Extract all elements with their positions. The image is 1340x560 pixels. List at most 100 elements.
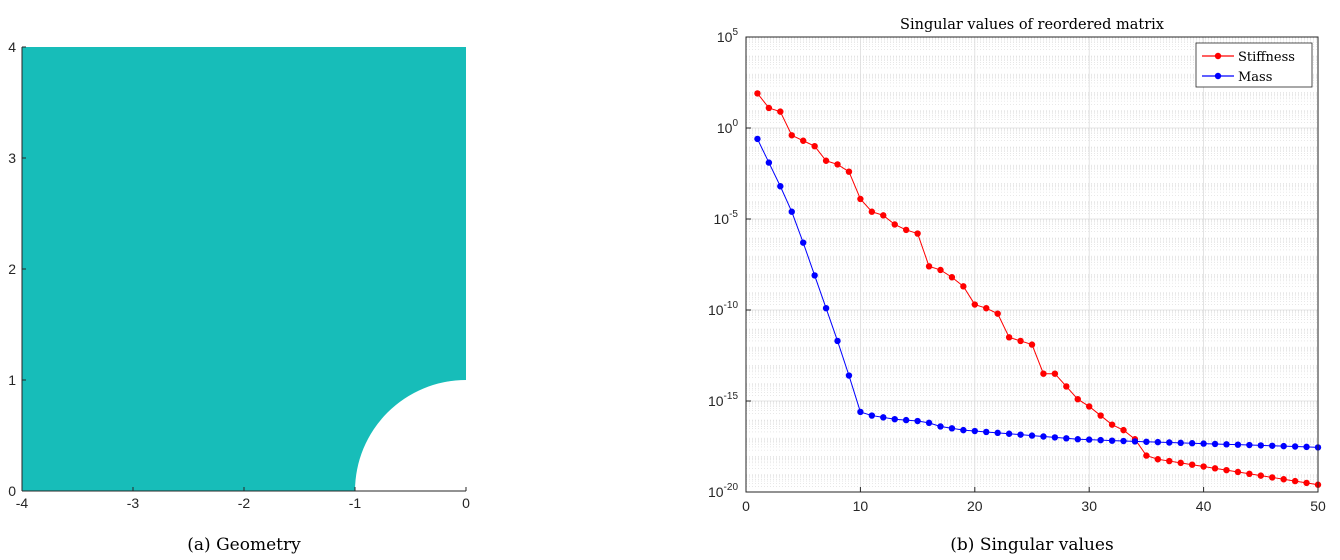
data-point-stiffness bbox=[1097, 412, 1104, 419]
data-point-stiffness bbox=[1040, 370, 1047, 377]
data-point-stiffness bbox=[891, 221, 898, 228]
data-point-mass bbox=[1200, 440, 1207, 447]
data-point-stiffness bbox=[1120, 426, 1127, 434]
data-point-mass bbox=[914, 417, 921, 425]
data-point-mass bbox=[1131, 438, 1139, 445]
data-point-mass bbox=[834, 337, 841, 345]
data-point-stiffness bbox=[1051, 370, 1059, 377]
x-tick-label: -2 bbox=[238, 495, 251, 511]
data-point-mass bbox=[1005, 430, 1013, 437]
data-point-mass bbox=[891, 416, 898, 423]
data-point-mass bbox=[902, 416, 910, 424]
data-point-stiffness bbox=[822, 157, 830, 164]
data-point-stiffness bbox=[1108, 421, 1116, 428]
data-point-mass bbox=[1234, 441, 1242, 448]
x-tick-label: -3 bbox=[127, 495, 140, 511]
data-point-mass bbox=[765, 159, 773, 166]
x-tick-label: 0 bbox=[742, 498, 750, 514]
data-point-mass bbox=[754, 135, 761, 143]
data-point-stiffness bbox=[834, 161, 841, 168]
x-tick-label: 30 bbox=[1081, 498, 1097, 514]
x-tick-label: 0 bbox=[462, 495, 470, 511]
data-point-mass bbox=[1154, 438, 1162, 446]
legend-mass-marker bbox=[1214, 72, 1222, 80]
data-point-stiffness bbox=[971, 301, 978, 308]
data-point-stiffness bbox=[800, 137, 807, 144]
y-tick-label: 10-10 bbox=[708, 300, 738, 318]
data-point-mass bbox=[788, 208, 795, 215]
data-point-stiffness bbox=[948, 274, 956, 281]
data-point-stiffness bbox=[983, 304, 990, 312]
data-point-stiffness bbox=[914, 230, 921, 237]
data-point-mass bbox=[1166, 439, 1173, 446]
data-point-stiffness bbox=[1074, 395, 1081, 403]
data-point-stiffness bbox=[777, 108, 784, 115]
plot-area bbox=[746, 37, 1318, 492]
data-point-stiffness bbox=[857, 195, 864, 203]
data-point-mass bbox=[1063, 435, 1070, 442]
caption-singular-values: (b) Singular values bbox=[950, 535, 1113, 555]
y-tick-label: 2 bbox=[8, 261, 16, 277]
data-point-stiffness bbox=[1028, 341, 1036, 348]
data-point-stiffness bbox=[1257, 472, 1265, 479]
plot-frame bbox=[745, 36, 1319, 493]
data-point-mass bbox=[1108, 437, 1116, 444]
data-point-stiffness bbox=[1177, 459, 1184, 467]
chart-title: Singular values of reordered matrix bbox=[900, 17, 1164, 33]
data-point-mass bbox=[1211, 440, 1219, 448]
x-tick-label: 10 bbox=[853, 498, 869, 514]
data-point-mass bbox=[811, 272, 818, 279]
data-point-stiffness bbox=[1086, 403, 1093, 410]
x-tick-label: 50 bbox=[1310, 498, 1326, 514]
data-point-mass bbox=[1280, 442, 1287, 450]
y-tick-label: 10-20 bbox=[708, 482, 738, 500]
grid bbox=[745, 36, 1319, 493]
data-point-stiffness bbox=[960, 283, 967, 290]
data-point-mass bbox=[1051, 434, 1059, 441]
data-point-stiffness bbox=[1303, 479, 1310, 487]
data-point-stiffness bbox=[1143, 452, 1150, 459]
x-tick-label: -4 bbox=[16, 495, 29, 511]
data-point-stiffness bbox=[811, 143, 818, 150]
data-point-mass bbox=[1120, 437, 1127, 445]
data-point-mass bbox=[822, 304, 830, 312]
data-point-stiffness bbox=[1017, 337, 1024, 345]
data-point-mass bbox=[994, 429, 1001, 437]
data-point-stiffness bbox=[1005, 334, 1013, 341]
legend-mass-label: Mass bbox=[1238, 70, 1272, 85]
data-point-mass bbox=[1028, 432, 1036, 439]
data-point-stiffness bbox=[1166, 457, 1173, 465]
x-tick-label: 40 bbox=[1196, 498, 1212, 514]
data-point-mass bbox=[1223, 441, 1230, 448]
data-point-mass bbox=[1086, 436, 1093, 443]
data-point-stiffness bbox=[845, 168, 853, 175]
x-tick-label: -1 bbox=[349, 495, 362, 511]
data-point-mass bbox=[1246, 441, 1253, 449]
y-tick-label: 3 bbox=[8, 150, 16, 166]
caption-geometry: (a) Geometry bbox=[187, 535, 301, 555]
data-point-stiffness bbox=[902, 226, 910, 234]
data-point-mass bbox=[868, 412, 876, 419]
data-point-mass bbox=[1074, 436, 1081, 443]
data-point-stiffness bbox=[1154, 456, 1162, 463]
data-point-stiffness bbox=[1211, 465, 1219, 472]
data-point-stiffness bbox=[1188, 461, 1196, 468]
singular-values-panel: 0 10 20 30 40 50 105 100 10-5 10-10 10-15 10-20 Sin… bbox=[708, 17, 1326, 555]
data-point-stiffness bbox=[937, 266, 944, 274]
legend-box bbox=[1195, 42, 1313, 88]
y-tick-label: 4 bbox=[8, 39, 16, 55]
data-point-stiffness bbox=[754, 90, 761, 97]
data-point-mass bbox=[857, 408, 864, 416]
series-layer bbox=[754, 90, 1322, 488]
data-point-stiffness bbox=[1234, 468, 1242, 476]
geometry-panel: -4 -3 -2 -1 0 0 1 2 3 4 (a) Geometry bbox=[8, 39, 470, 555]
data-point-stiffness bbox=[880, 212, 887, 219]
y-tick-label: 10-15 bbox=[708, 391, 738, 409]
data-point-stiffness bbox=[1291, 477, 1299, 485]
data-point-stiffness bbox=[994, 310, 1001, 317]
y-tick-label: 100 bbox=[717, 118, 739, 136]
data-point-mass bbox=[845, 372, 853, 379]
data-point-mass bbox=[1040, 433, 1047, 440]
legend-stiffness-marker bbox=[1214, 52, 1222, 60]
